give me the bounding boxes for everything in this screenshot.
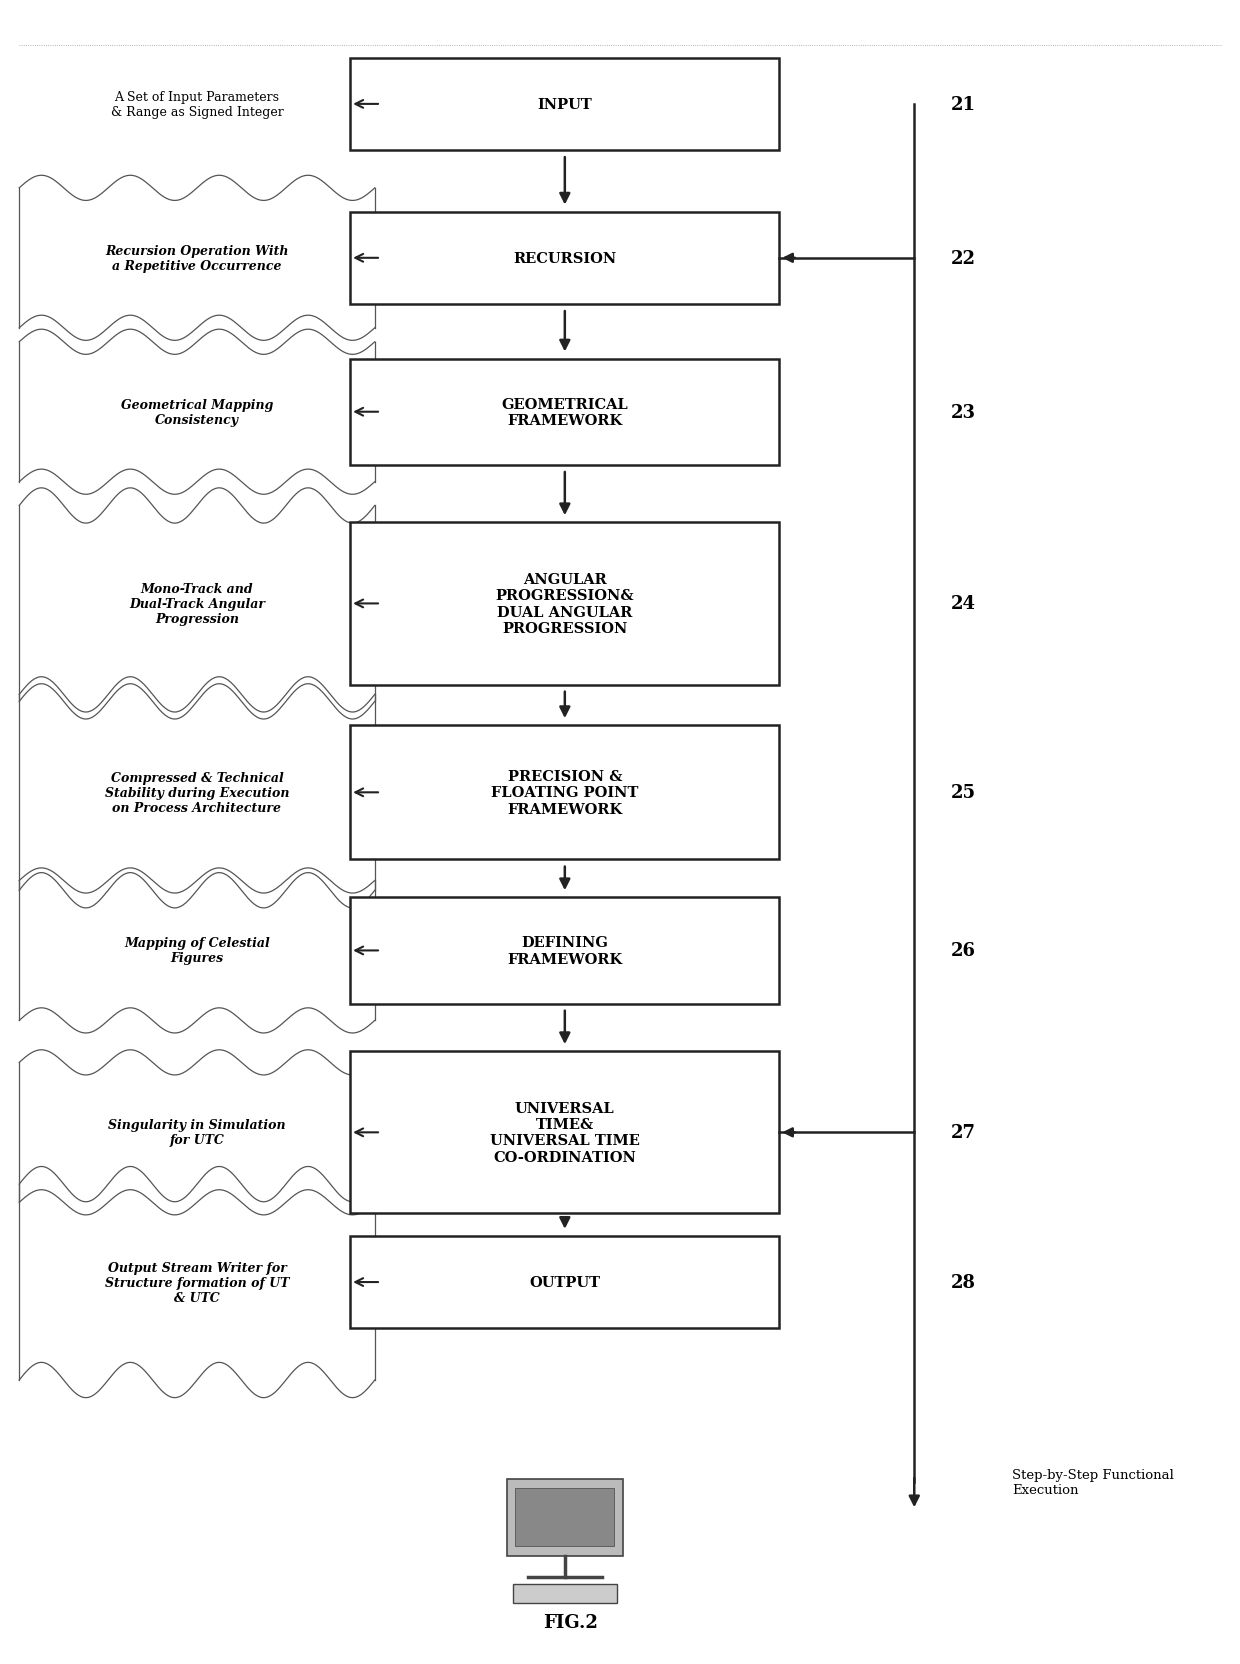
Text: Compressed & Technical
Stability during Execution
on Process Architecture: Compressed & Technical Stability during … (104, 772, 289, 814)
Bar (350, 726, 780, 860)
Text: RECURSION: RECURSION (513, 251, 616, 266)
Text: 26: 26 (951, 942, 976, 960)
Text: 28: 28 (951, 1273, 976, 1291)
Text: 27: 27 (951, 1123, 976, 1142)
Text: UNIVERSAL
TIME&
UNIVERSAL TIME
CO-ORDINATION: UNIVERSAL TIME& UNIVERSAL TIME CO-ORDINA… (490, 1102, 640, 1163)
Text: 23: 23 (951, 403, 976, 421)
Text: Output Stream Writer for
Structure formation of UT
& UTC: Output Stream Writer for Structure forma… (105, 1261, 289, 1305)
Text: Mapping of Celestial
Figures: Mapping of Celestial Figures (124, 937, 270, 965)
Text: OUTPUT: OUTPUT (529, 1275, 600, 1290)
Bar (350, 213, 780, 305)
Bar (350, 522, 780, 686)
Bar (350, 359, 780, 466)
Text: INPUT: INPUT (537, 98, 593, 111)
Bar (515, 1489, 615, 1546)
Text: FIG.2: FIG.2 (543, 1612, 599, 1631)
Text: A Set of Input Parameters
& Range as Signed Integer: A Set of Input Parameters & Range as Sig… (110, 92, 284, 118)
Bar (350, 1052, 780, 1213)
Text: Singularity in Simulation
for UTC: Singularity in Simulation for UTC (108, 1118, 285, 1146)
Text: GEOMETRICAL
FRAMEWORK: GEOMETRICAL FRAMEWORK (501, 398, 629, 428)
Text: 24: 24 (951, 596, 976, 612)
Bar (350, 58, 780, 151)
Text: DEFINING
FRAMEWORK: DEFINING FRAMEWORK (507, 935, 622, 967)
Bar (512, 1584, 618, 1602)
Text: 25: 25 (951, 784, 976, 802)
Text: 22: 22 (951, 250, 976, 268)
Text: Recursion Operation With
a Repetitive Occurrence: Recursion Operation With a Repetitive Oc… (105, 245, 289, 273)
Text: 21: 21 (951, 97, 976, 113)
Text: ANGULAR
PROGRESSION&
DUAL ANGULAR
PROGRESSION: ANGULAR PROGRESSION& DUAL ANGULAR PROGRE… (496, 572, 634, 636)
Bar (507, 1479, 622, 1556)
Text: Geometrical Mapping
Consistency: Geometrical Mapping Consistency (120, 398, 273, 426)
Bar (350, 897, 780, 1003)
Text: PRECISION &
FLOATING POINT
FRAMEWORK: PRECISION & FLOATING POINT FRAMEWORK (491, 770, 639, 815)
Text: Mono-Track and
Dual-Track Angular
Progression: Mono-Track and Dual-Track Angular Progre… (129, 582, 265, 626)
Text: Step-by-Step Functional
Execution: Step-by-Step Functional Execution (1012, 1468, 1174, 1496)
Bar (350, 1236, 780, 1328)
